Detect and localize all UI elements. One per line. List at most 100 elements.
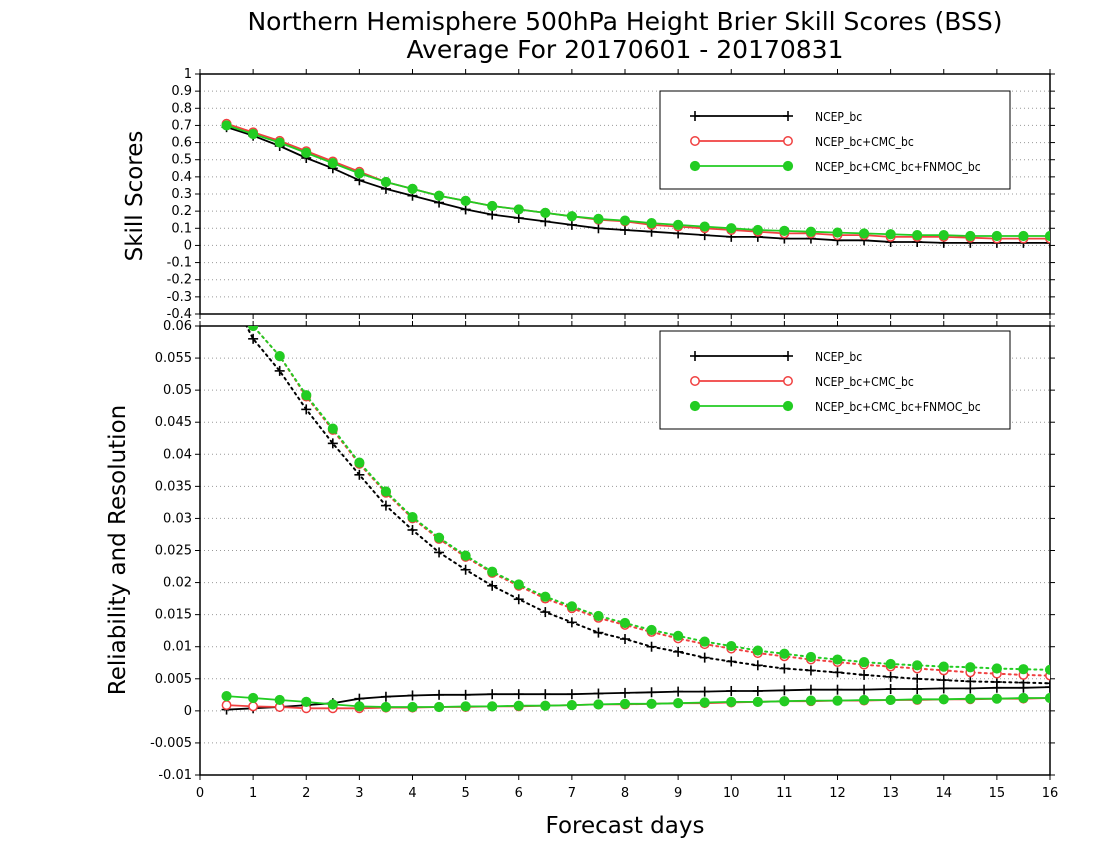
- bottom-y-tick-label: -0.01: [158, 768, 192, 783]
- bottom-y-tick-label: 0.01: [163, 640, 192, 655]
- bottom-series-ncep-bc-cmc-bc-fnmoc-bc-resolution-point: [912, 660, 923, 671]
- top-series-ncep-bc-cmc-bc-fnmoc-bc-point: [566, 211, 577, 222]
- bottom-series-ncep-bc-resolution-point: [1045, 678, 1050, 689]
- bottom-series-ncep-bc-reliability-point: [620, 687, 630, 698]
- bottom-series-ncep-bc-resolution-point: [434, 547, 445, 558]
- top-series-ncep-bc-point: [566, 219, 577, 230]
- bottom-series-ncep-bc-cmc-bc-fnmoc-bc-reliability-point: [487, 701, 498, 712]
- top-series-ncep-bc-cmc-bc-fnmoc-bc-point: [540, 207, 551, 218]
- bottom-series-ncep-bc-resolution-point: [327, 438, 338, 449]
- top-series-ncep-bc-point: [620, 225, 630, 235]
- top-y-tick-label: 0.1: [171, 221, 192, 236]
- bottom-series-ncep-bc-resolution-point: [912, 673, 923, 684]
- bottom-series-ncep-bc-cmc-bc-fnmoc-bc-reliability-point: [354, 701, 365, 712]
- x-tick-label: 16: [1042, 786, 1059, 801]
- chart-subtitle: Average For 20170601 - 20170831: [406, 35, 843, 64]
- top-y-tick-label: 0.5: [171, 153, 192, 168]
- bottom-series-ncep-bc-cmc-bc-fnmoc-bc-resolution-point: [752, 645, 763, 656]
- bottom-y-tick-label: 0.045: [155, 415, 192, 430]
- bottom-plot-frame: [199, 325, 1051, 776]
- bottom-series-ncep-bc-reliability-point: [513, 689, 524, 700]
- top-series-group: [221, 118, 1050, 248]
- bottom-series-ncep-bc-cmc-bc-fnmoc-bc-resolution-point: [1044, 664, 1050, 675]
- bottom-y-tick-label: 0.005: [155, 672, 192, 687]
- top-y-tick-label: 0.7: [171, 118, 192, 133]
- bottom-series-ncep-bc-cmc-bc-fnmoc-bc-reliability-point: [699, 697, 710, 708]
- top-y-tick-label: -0.3: [167, 290, 192, 305]
- bottom-series-ncep-bc-cmc-bc-reliability-point: [221, 700, 232, 711]
- bottom-series-ncep-bc-reliability-point: [991, 682, 1002, 693]
- bottom-series-ncep-bc-reliability-point: [407, 690, 418, 701]
- bottom-series-ncep-bc-cmc-bc-fnmoc-bc-resolution-point: [380, 486, 392, 497]
- bottom-series-ncep-bc-cmc-bc-fnmoc-bc-reliability-point: [327, 699, 338, 710]
- bottom-series-ncep-bc-reliability-point: [566, 689, 577, 700]
- bottom-legend-label: NCEP_bc+CMC_bc: [815, 375, 914, 389]
- bottom-series-ncep-bc-resolution-point: [540, 607, 551, 618]
- bottom-legend-marker: [690, 376, 700, 386]
- bottom-series-ncep-bc-cmc-bc-fnmoc-bc-resolution-point: [699, 636, 710, 647]
- top-legend: NCEP_bc NCEP_bc+CMC_bc NCEP_bc+CMC_bc+FNMO…: [659, 90, 1011, 190]
- bottom-series-ncep-bc-resolution-point: [646, 641, 657, 652]
- top-series-ncep-bc-cmc-bc-fnmoc-bc-point: [513, 204, 524, 215]
- chart-title: Northern Hemisphere 500hPa Height Brier …: [247, 7, 1002, 36]
- x-tick-label: 14: [935, 786, 952, 801]
- bottom-series-ncep-bc-reliability-point: [779, 685, 790, 696]
- x-tick-label: 9: [674, 786, 682, 801]
- bottom-series-ncep-bc-cmc-bc-fnmoc-bc-resolution-point: [858, 657, 870, 668]
- bottom-series-ncep-bc-reliability-point: [593, 688, 604, 699]
- x-tick-label: 11: [776, 786, 793, 801]
- bottom-series-ncep-bc-reliability-point: [487, 689, 498, 700]
- bottom-series-ncep-bc-cmc-bc-fnmoc-bc-resolution-point: [938, 661, 949, 672]
- bottom-series-ncep-bc-cmc-bc-fnmoc-bc-resolution-point: [646, 624, 657, 636]
- bottom-legend-marker: [689, 400, 701, 412]
- bottom-series-ncep-bc-cmc-bc-fnmoc-bc-reliability-point: [460, 701, 471, 712]
- top-series-ncep-bc-cmc-bc-fnmoc-bc-point: [407, 183, 418, 194]
- bottom-series-ncep-bc-reliability-point: [673, 686, 684, 697]
- bottom-panel: -0.01 -0.005 0 0.005 0.01 0.015 0.02 0.025 0.03 0…: [150, 277, 1059, 801]
- bottom-series-ncep-bc-cmc-bc-fnmoc-bc-resolution-point: [433, 532, 445, 543]
- bottom-series-ncep-bc-resolution-point: [593, 627, 604, 638]
- bottom-series-ncep-bc-reliability-point: [646, 687, 657, 698]
- top-y-tick-label: 0.9: [171, 84, 192, 99]
- bottom-series-ncep-bc-resolution-point: [222, 283, 232, 293]
- x-tick-label: 13: [882, 786, 899, 801]
- top-series-ncep-bc-cmc-bc-fnmoc-bc-point: [805, 226, 817, 237]
- bottom-series-ncep-bc-cmc-bc-resolution-point: [222, 277, 230, 285]
- bottom-series-ncep-bc-cmc-bc-fnmoc-bc-resolution-point: [593, 610, 604, 622]
- top-legend-box: [659, 90, 1011, 190]
- bottom-series-ncep-bc-cmc-bc-fnmoc-bc-resolution-point: [726, 640, 737, 652]
- bottom-series-ncep-bc-resolution-point: [938, 675, 949, 686]
- bottom-series-ncep-bc-reliability-point: [912, 684, 923, 695]
- bottom-series-ncep-bc-resolution-point: [673, 646, 684, 657]
- bottom-series-ncep-bc-cmc-bc-fnmoc-bc-reliability-point: [752, 696, 763, 707]
- bottom-series-ncep-bc-cmc-bc-fnmoc-bc-resolution-point: [354, 457, 365, 468]
- top-y-tick-label: -0.2: [167, 273, 192, 288]
- bottom-series-ncep-bc-cmc-bc-fnmoc-bc-resolution-point: [487, 566, 498, 577]
- top-legend-marker: [782, 160, 794, 172]
- top-legend-marker: [783, 111, 793, 121]
- bottom-y-tick-label: 0.015: [155, 608, 192, 623]
- bottom-series-ncep-bc-resolution-point: [752, 660, 763, 671]
- bottom-series-ncep-bc-reliability-point: [460, 689, 471, 700]
- bottom-series-ncep-bc-cmc-bc-fnmoc-bc-reliability-point: [805, 695, 817, 706]
- top-series-ncep-bc-point: [487, 209, 498, 220]
- x-tick-label: 2: [302, 786, 310, 801]
- bottom-legend-box: [659, 330, 1011, 430]
- bottom-series-ncep-bc-cmc-bc-fnmoc-bc-reliability-point: [912, 694, 923, 705]
- bottom-series-ncep-bc-cmc-bc-fnmoc-bc-reliability-point: [673, 698, 684, 709]
- bottom-series-ncep-bc-cmc-bc-fnmoc-bc-resolution-point: [513, 579, 524, 590]
- bottom-series-group: [221, 277, 1050, 715]
- bottom-y-tick-label: 0.03: [163, 511, 192, 526]
- bottom-series-ncep-bc-resolution-point: [832, 667, 843, 678]
- x-tick-label: 7: [568, 786, 576, 801]
- top-y-tick-label: 0.2: [171, 204, 192, 219]
- top-y-tick-label: 0.6: [171, 136, 192, 151]
- bottom-series-ncep-bc-cmc-bc-fnmoc-bc-reliability-point: [938, 694, 949, 705]
- x-tick-label: 0: [196, 786, 204, 801]
- bottom-series-ncep-bc-resolution-point: [487, 580, 498, 591]
- bottom-series-ncep-bc-resolution-point: [885, 671, 896, 682]
- bottom-series-ncep-bc-cmc-bc-fnmoc-bc-reliability-point: [274, 694, 285, 706]
- bottom-series-ncep-bc-cmc-bc-fnmoc-bc-resolution-point: [885, 658, 896, 670]
